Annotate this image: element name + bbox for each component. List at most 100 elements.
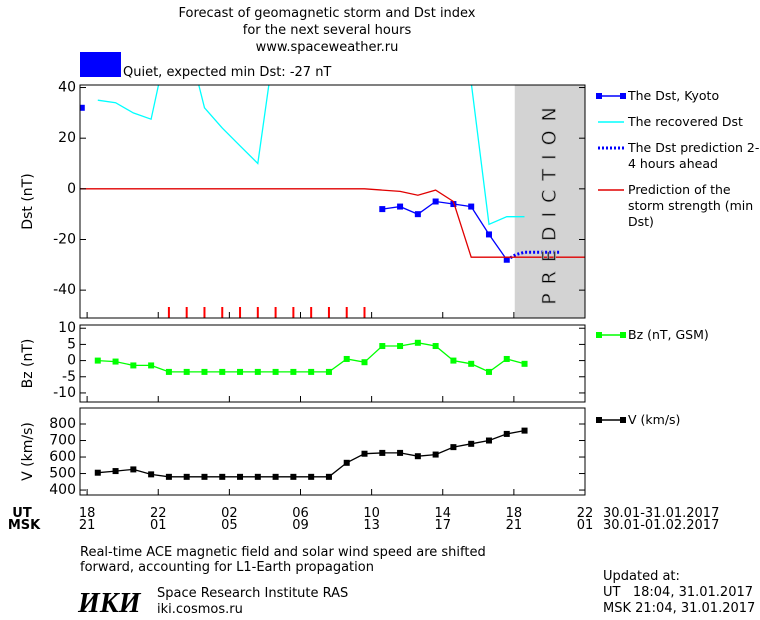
title-line: Forecast of geomagnetic storm and Dst in… bbox=[178, 6, 475, 21]
y-tick-label: 700 bbox=[49, 433, 76, 449]
point bbox=[503, 430, 510, 437]
point bbox=[165, 368, 172, 375]
y-tick-label: 20 bbox=[58, 130, 76, 146]
panel bbox=[80, 85, 585, 318]
point bbox=[468, 440, 475, 447]
title-line: www.spaceweather.ru bbox=[256, 40, 399, 55]
point bbox=[94, 469, 101, 476]
point bbox=[432, 451, 439, 458]
series-line bbox=[97, 429, 525, 478]
y-tick-label: -40 bbox=[53, 282, 76, 298]
point bbox=[503, 256, 510, 263]
point bbox=[237, 473, 244, 480]
x-tick-label-msk: 01 bbox=[150, 518, 167, 533]
y-tick-label: 500 bbox=[49, 466, 76, 482]
y-axis-label: Dst (nT) bbox=[20, 173, 36, 229]
series-line bbox=[382, 200, 508, 261]
point bbox=[485, 437, 492, 444]
panel-frame bbox=[79, 324, 586, 403]
point bbox=[254, 368, 261, 375]
url: iki.cosmos.ru bbox=[157, 602, 243, 617]
x-tick-label: 14 bbox=[434, 506, 451, 521]
series-line bbox=[97, 85, 525, 226]
x-tick-label-msk: 01 bbox=[577, 518, 594, 533]
panel-frame bbox=[79, 407, 586, 496]
point bbox=[432, 198, 439, 205]
point bbox=[361, 450, 368, 457]
updated-title: Updated at: bbox=[603, 569, 680, 584]
point bbox=[112, 358, 119, 365]
point bbox=[94, 357, 101, 364]
x-tick-label: 22 bbox=[150, 506, 167, 521]
point bbox=[112, 468, 119, 475]
point bbox=[414, 453, 421, 460]
y-tick-label: 40 bbox=[58, 80, 76, 96]
legend-marker bbox=[596, 332, 602, 338]
panel-frame bbox=[79, 84, 586, 319]
x-tick-label: 18 bbox=[506, 506, 523, 521]
point bbox=[148, 362, 155, 369]
point bbox=[201, 368, 208, 375]
point bbox=[485, 231, 492, 238]
point bbox=[325, 368, 332, 375]
x-tick-label: 06 bbox=[292, 506, 309, 521]
point bbox=[503, 355, 510, 362]
time-row-label: UT bbox=[12, 506, 32, 521]
prediction-label: PREDICTION bbox=[538, 98, 560, 305]
point bbox=[468, 360, 475, 367]
title-line: for the next several hours bbox=[243, 23, 412, 38]
y-axis-label: V (km/s) bbox=[20, 422, 36, 481]
point bbox=[414, 339, 421, 346]
point bbox=[308, 473, 315, 480]
point bbox=[183, 368, 190, 375]
note-line: Real-time ACE magnetic field and solar w… bbox=[80, 545, 486, 560]
legend-label: The recovered Dst bbox=[628, 114, 743, 129]
date-range: 30.01-01.02.2017 bbox=[603, 518, 719, 533]
point bbox=[290, 368, 297, 375]
panel bbox=[94, 339, 528, 375]
point bbox=[521, 360, 528, 367]
point bbox=[397, 449, 404, 456]
series-line bbox=[80, 188, 585, 258]
x-tick-label: 02 bbox=[221, 506, 238, 521]
point bbox=[379, 206, 386, 213]
x-tick-label-msk: 13 bbox=[363, 518, 380, 533]
legend-label: Bz (nT, GSM) bbox=[628, 327, 709, 342]
point bbox=[343, 459, 350, 466]
point bbox=[272, 473, 279, 480]
legend-marker bbox=[596, 93, 602, 99]
y-tick-label: 0 bbox=[67, 353, 76, 369]
updated-line: MSK 21:04, 31.01.2017 bbox=[603, 601, 756, 616]
point bbox=[379, 449, 386, 456]
point bbox=[219, 368, 226, 375]
updated-line: UT 18:04, 31.01.2017 bbox=[603, 585, 754, 600]
legend-marker bbox=[620, 332, 626, 338]
point bbox=[485, 368, 492, 375]
y-tick-label: -5 bbox=[62, 369, 76, 385]
point bbox=[308, 368, 315, 375]
point bbox=[290, 473, 297, 480]
point bbox=[272, 368, 279, 375]
point bbox=[80, 104, 85, 111]
point bbox=[397, 343, 404, 350]
x-tick-label-msk: 05 bbox=[221, 518, 238, 533]
legend-marker bbox=[596, 417, 602, 423]
y-tick-label: 600 bbox=[49, 449, 76, 465]
y-tick-label: 800 bbox=[49, 416, 76, 432]
y-tick-label: -20 bbox=[53, 231, 76, 247]
point bbox=[468, 203, 475, 210]
x-tick-label: 22 bbox=[577, 506, 594, 521]
legend-marker bbox=[620, 93, 626, 99]
legend-label: The Dst, Kyoto bbox=[628, 88, 720, 103]
point bbox=[219, 473, 226, 480]
point bbox=[237, 368, 244, 375]
legend-label: V (km/s) bbox=[628, 412, 681, 427]
logo: ИКИ bbox=[77, 588, 142, 619]
y-tick-label: 10 bbox=[58, 320, 76, 336]
note-line: forward, accounting for L1-Earth propaga… bbox=[80, 560, 374, 575]
y-tick-label: 5 bbox=[67, 336, 76, 352]
point bbox=[432, 343, 439, 350]
x-tick-label-msk: 17 bbox=[434, 518, 451, 533]
x-tick-label-msk: 21 bbox=[506, 518, 523, 533]
